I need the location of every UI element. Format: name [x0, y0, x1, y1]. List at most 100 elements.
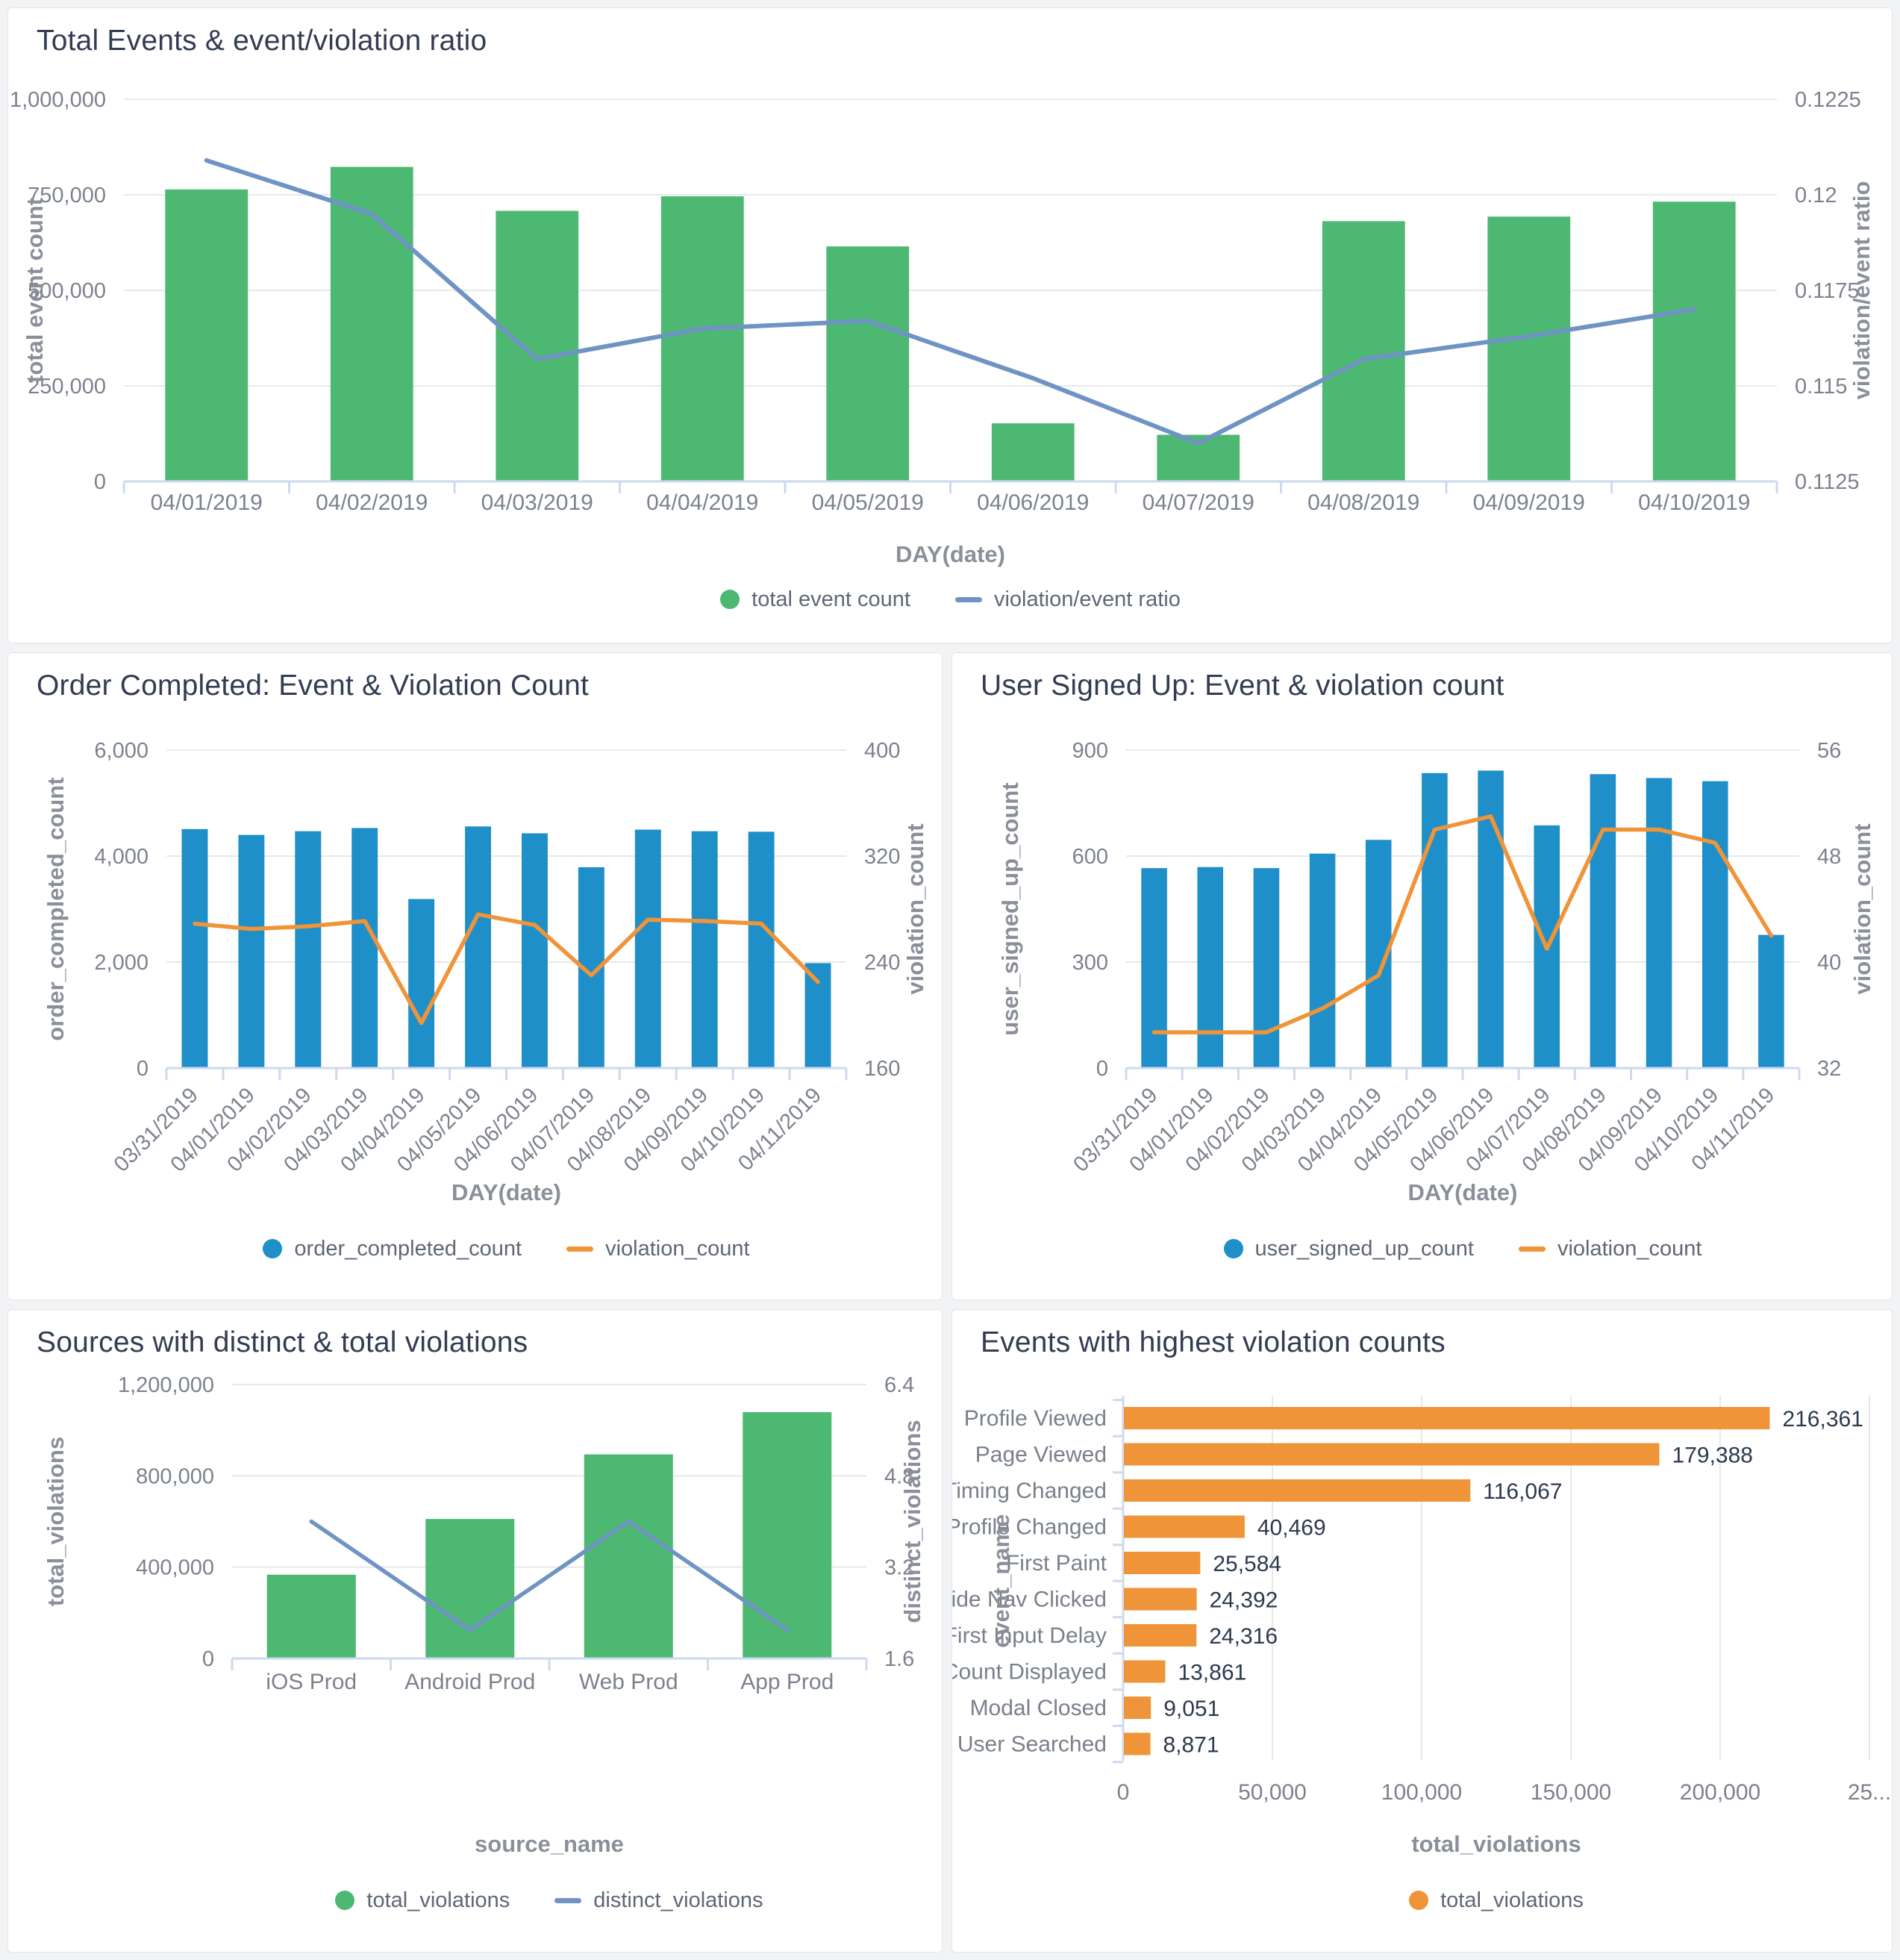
bar-side-nav-clicked[interactable] — [1124, 1588, 1197, 1611]
bar-04/03/2019[interactable] — [1309, 853, 1336, 1068]
left-axis-tick-label: 800,000 — [136, 1464, 214, 1488]
legend-item-user-signed-up-count[interactable]: user_signed_up_count — [1223, 1237, 1474, 1261]
bar-04/02/2019[interactable] — [1253, 868, 1280, 1068]
x-tick-label: Android Prod — [404, 1670, 535, 1694]
bar-04/05/2019[interactable] — [1422, 773, 1448, 1068]
x-tick-label: 50,000 — [1238, 1780, 1307, 1805]
legend-item-total-violations[interactable]: total_violations — [1409, 1888, 1584, 1913]
legend-item-violation-count[interactable]: violation_count — [1518, 1236, 1702, 1261]
x-axis-name: total_violations — [1411, 1831, 1581, 1857]
bar-unread-notification-count-displayed[interactable] — [1124, 1660, 1166, 1683]
bar-Web Prod[interactable] — [584, 1454, 673, 1658]
bar-04/08/2019[interactable] — [1590, 774, 1616, 1068]
right-axis-tick-label: 0.12 — [1795, 184, 1837, 207]
value-label: 216,361 — [1782, 1407, 1863, 1432]
line-violation_count[interactable] — [193, 912, 820, 1026]
bar-profile-viewed[interactable] — [1124, 1407, 1770, 1429]
bar-04/01/2019[interactable] — [238, 834, 265, 1068]
panel-highest-violations: Events with highest violation counts 0 50… — [951, 1309, 1893, 1953]
chart-sources-violations: 0 1.6 400,000 3.2 800,000 4.8 1,200,000 6.4 iOS … — [43, 1373, 925, 1857]
legend-dot-icon — [1223, 1239, 1243, 1258]
bar-04/05/2019[interactable] — [465, 826, 492, 1068]
chart-highest-violations: 0 50,000 100,000 150,000 200,000 25... Profile… — [952, 1396, 1891, 1857]
value-label: 40,469 — [1257, 1516, 1326, 1541]
left-axis-tick-label: 400,000 — [136, 1556, 214, 1580]
bar-page-viewed[interactable] — [1124, 1443, 1660, 1466]
bar-04/02/2019[interactable] — [295, 831, 322, 1068]
x-tick-label: 04/05/2019 — [812, 490, 924, 515]
legend-dot-icon — [1409, 1891, 1429, 1910]
left-axis-tick-label: 1,200,000 — [118, 1373, 214, 1397]
bar-04/11/2019[interactable] — [804, 963, 831, 1068]
bar-04/09/2019[interactable] — [691, 831, 718, 1068]
bar-user-searched[interactable] — [1124, 1732, 1151, 1755]
category-label: Profile Changed — [952, 1515, 1107, 1540]
left-axis-tick-label: 300 — [1072, 951, 1108, 975]
bar-modal-closed[interactable] — [1124, 1697, 1151, 1719]
panel-total-events: Total Events & event/violation ratio 0 0.… — [7, 7, 1893, 643]
legend-item-order-completed-count[interactable]: order_completed_count — [263, 1237, 522, 1261]
line-violation/event ratio[interactable] — [204, 157, 1697, 446]
panel-order-completed: Order Completed: Event & Violation Count… — [7, 652, 943, 1300]
bar-04/03/2019[interactable] — [351, 828, 378, 1068]
bar-04/02/2019[interactable] — [330, 166, 413, 481]
x-tick-label: 04/09/2019 — [1473, 490, 1585, 515]
legend-label: order_completed_count — [294, 1236, 522, 1261]
value-label: 24,316 — [1209, 1624, 1278, 1649]
bar-04/10/2019[interactable] — [1701, 781, 1728, 1068]
bar-first-input-delay[interactable] — [1124, 1624, 1197, 1647]
bar-04/04/2019[interactable] — [660, 196, 744, 481]
bar-04/04/2019[interactable] — [408, 899, 435, 1068]
chart-title-highest-violations: Events with highest violation counts — [981, 1326, 1446, 1358]
left-axis-tick-label: 500,000 — [28, 279, 106, 303]
left-axis-name: total_violations — [43, 1437, 69, 1606]
bar-03/31/2019[interactable] — [181, 828, 208, 1068]
value-label: 116,067 — [1483, 1479, 1562, 1504]
left-axis-name: user_signed_up_count — [997, 782, 1023, 1035]
x-tick-label: 04/10/2019 — [1638, 490, 1750, 515]
x-axis-name: DAY(date) — [1408, 1179, 1518, 1205]
bar-04/01/2019[interactable] — [165, 189, 249, 481]
left-axis-tick-label: 1,000,000 — [10, 88, 106, 112]
bar-App Prod[interactable] — [743, 1412, 832, 1658]
chart-legend: order_completed_count violation_count — [166, 1234, 846, 1264]
panel-sources-violations: Sources with distinct & total violations… — [7, 1309, 943, 1953]
bar-04/10/2019[interactable] — [1652, 202, 1736, 481]
x-tick-label: Web Prod — [579, 1670, 678, 1694]
legend-item-violation-event-ratio[interactable]: violation/event ratio — [954, 587, 1181, 612]
legend-dot-icon — [335, 1891, 355, 1910]
legend-label: total_violations — [1440, 1888, 1584, 1912]
legend-label: violation_count — [1557, 1236, 1702, 1261]
category-label: First Paint — [1006, 1551, 1107, 1576]
bar-first-paint[interactable] — [1124, 1552, 1201, 1574]
chart-legend: total event count violation/event ratio — [124, 584, 1777, 614]
legend-item-total-violations[interactable]: total_violations — [335, 1888, 510, 1913]
bar-04/10/2019[interactable] — [748, 831, 775, 1068]
bar-app-timing-changed[interactable] — [1124, 1479, 1471, 1502]
legend-line-icon — [1518, 1246, 1546, 1252]
line-violation_count[interactable] — [1151, 814, 1774, 1034]
left-axis-name: total event count — [22, 198, 48, 383]
bar-04/08/2019[interactable] — [1322, 221, 1405, 481]
bar-04/06/2019[interactable] — [991, 423, 1075, 481]
bar-04/03/2019[interactable] — [496, 210, 579, 481]
category-label: Unread Notification Count Displayed — [952, 1660, 1107, 1685]
bar-04/05/2019[interactable] — [826, 246, 910, 481]
bar-03/31/2019[interactable] — [1141, 868, 1167, 1068]
bar-iOS Prod[interactable] — [266, 1574, 356, 1658]
legend-label: distinct_violations — [593, 1888, 763, 1912]
bar-04/08/2019[interactable] — [634, 829, 661, 1069]
bar-04/11/2019[interactable] — [1758, 934, 1784, 1068]
bar-04/01/2019[interactable] — [1197, 867, 1224, 1068]
line-distinct_violations[interactable] — [309, 1519, 790, 1632]
bar-04/09/2019[interactable] — [1646, 778, 1672, 1068]
legend-item-total-event-count[interactable]: total event count — [720, 587, 910, 612]
bar-profile-changed[interactable] — [1124, 1515, 1245, 1538]
bar-04/09/2019[interactable] — [1487, 216, 1571, 481]
bar-04/06/2019[interactable] — [521, 833, 548, 1068]
legend-item-violation-count[interactable]: violation_count — [566, 1237, 750, 1261]
legend-item-distinct-violations[interactable]: distinct_violations — [554, 1888, 763, 1913]
bar-Android Prod[interactable] — [425, 1519, 515, 1658]
